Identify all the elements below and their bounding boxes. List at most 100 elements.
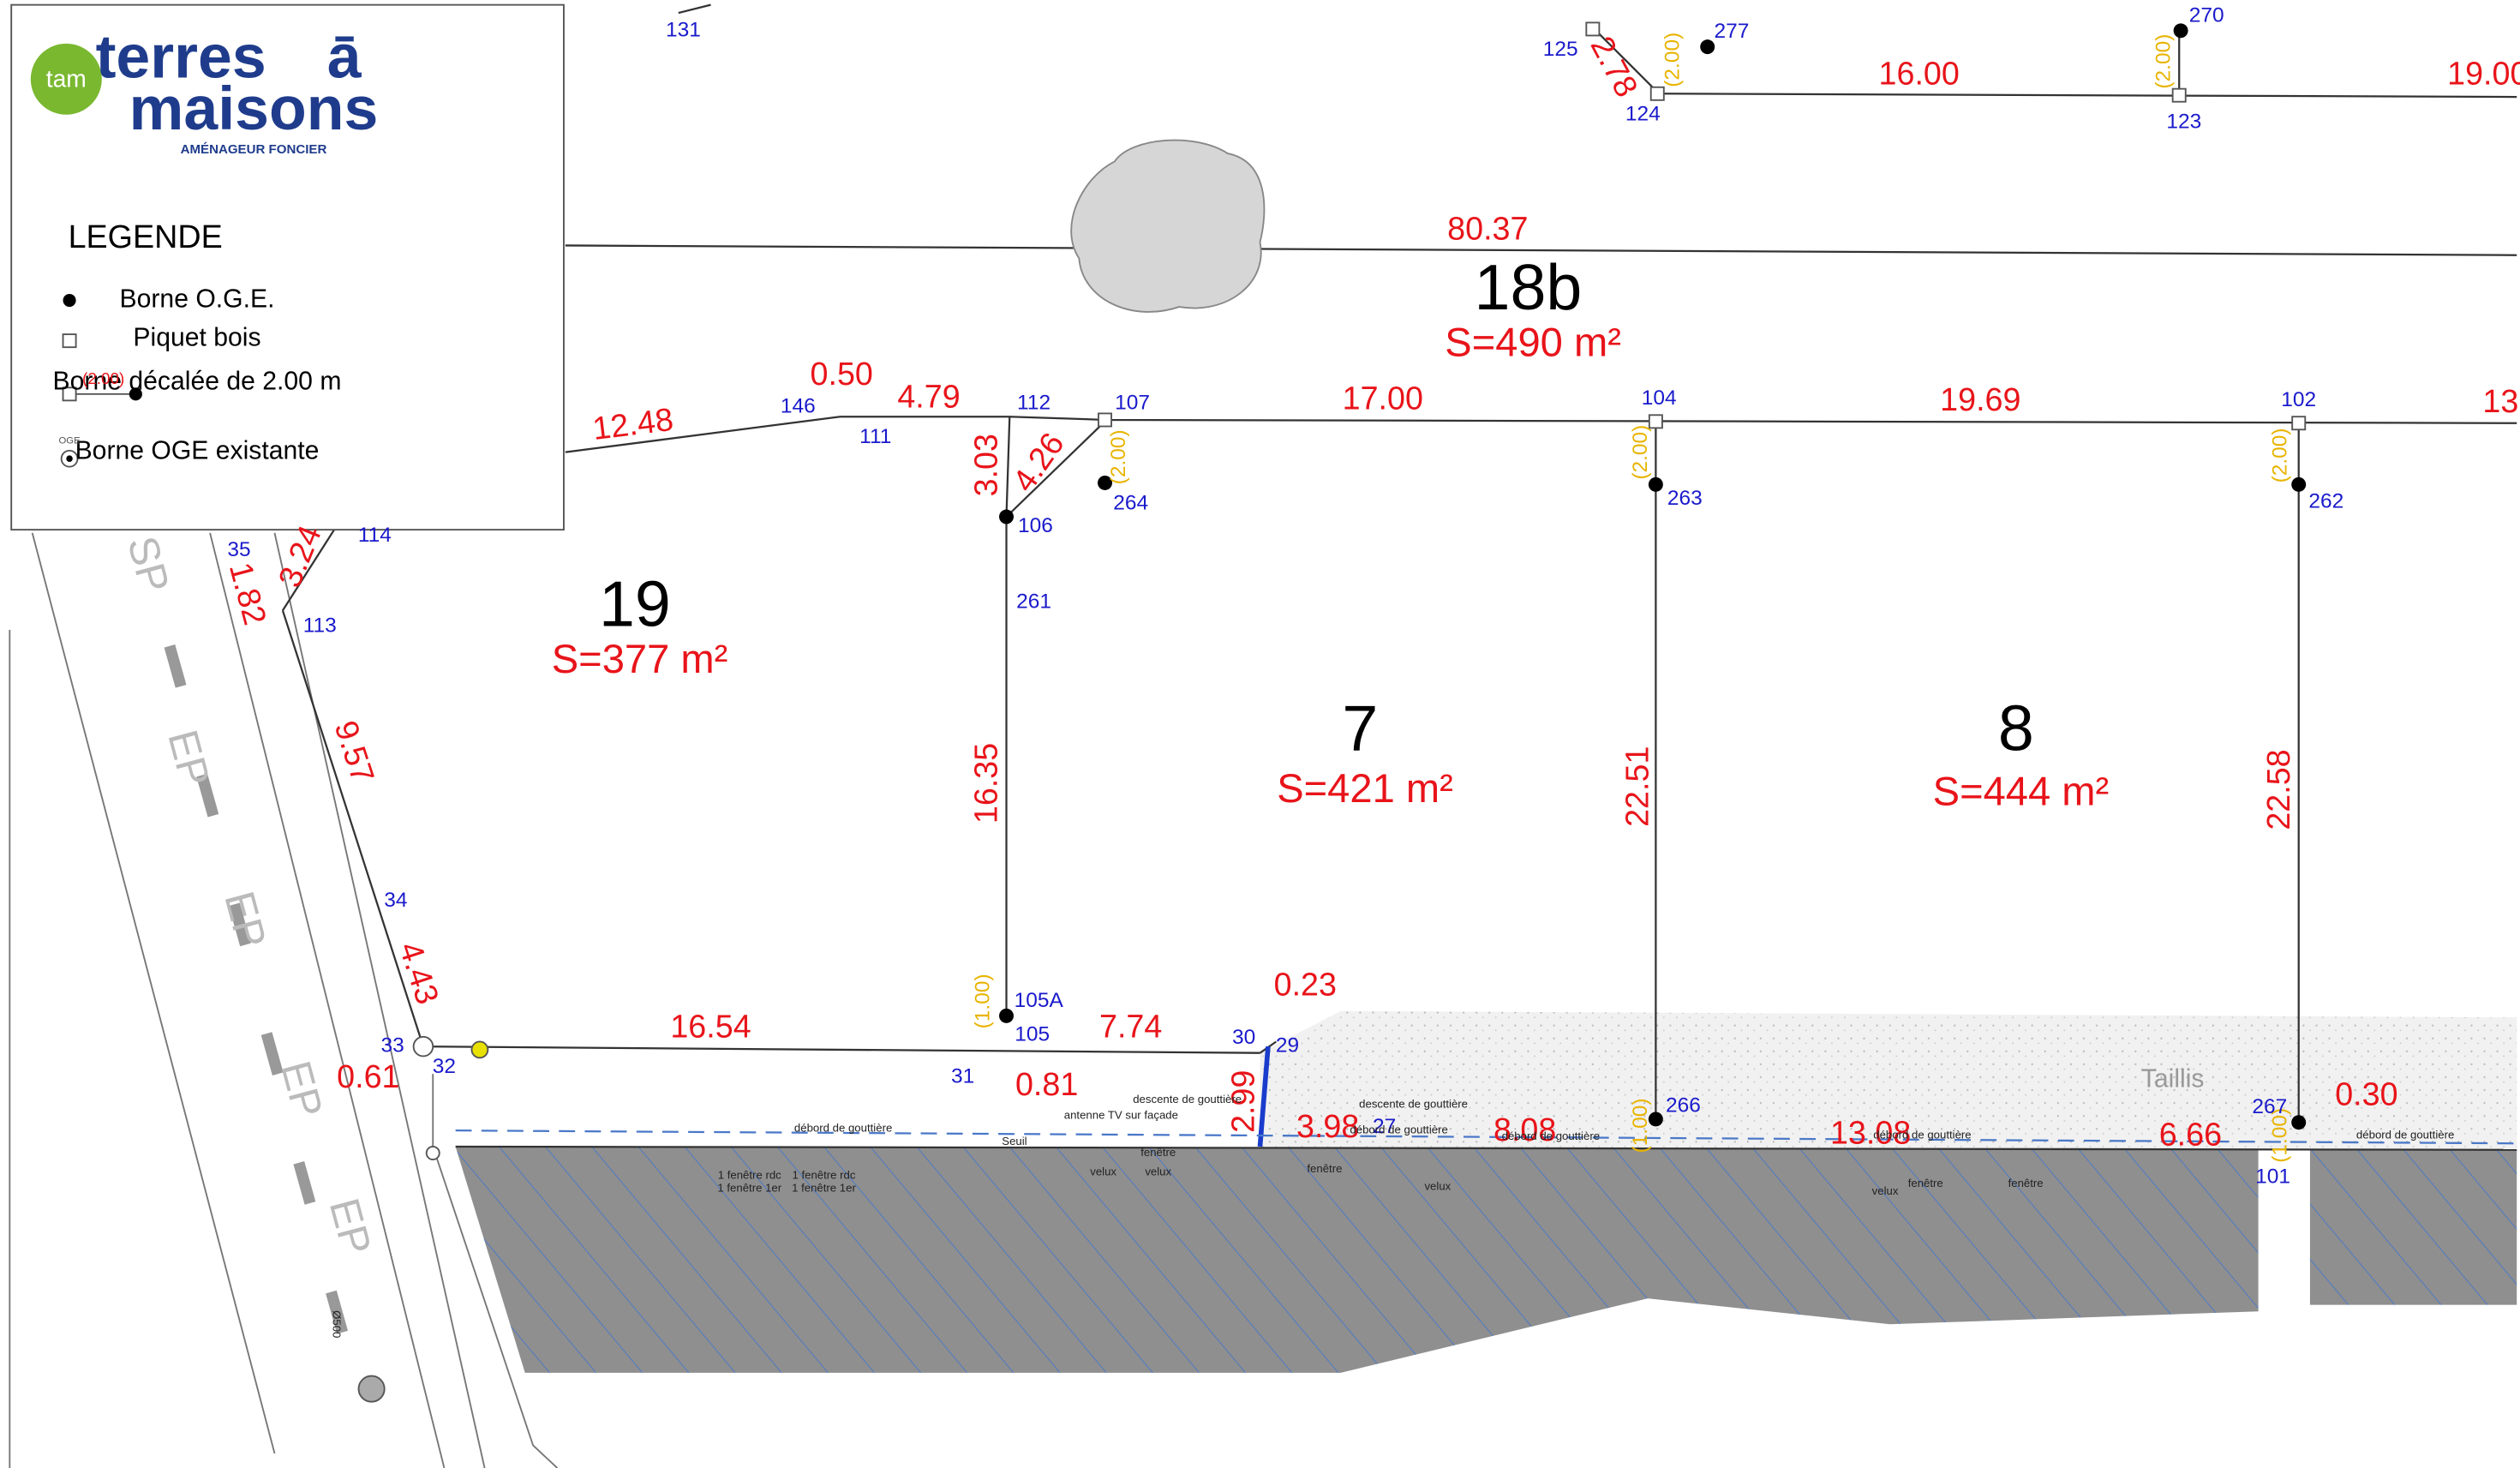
- lot-area: S=490 m²: [1445, 320, 1621, 365]
- survey-plan: tamterresāmaisonsAMÉNAGEUR FONCIERLEGEND…: [0, 0, 2520, 1468]
- annotation: 1 fenêtre 1er: [792, 1181, 856, 1194]
- point-number: 112: [1017, 392, 1050, 415]
- point-number: 123: [2166, 111, 2201, 134]
- annotation: fenêtre: [2008, 1177, 2044, 1189]
- legend-offset: (2.00): [82, 369, 124, 387]
- point-number: 34: [384, 889, 407, 912]
- legend-item: Borne O.G.E.: [120, 285, 275, 313]
- point-number: 104: [1642, 386, 1677, 410]
- legend-item: Borne OGE existante: [75, 437, 320, 465]
- point-number: 277: [1715, 20, 1750, 43]
- annotation: débord de gouttière: [1502, 1129, 1600, 1142]
- point-number: 106: [1018, 514, 1053, 537]
- dimension: 16.35: [968, 743, 1004, 824]
- dimension: 22.58: [2260, 749, 2296, 830]
- lot-number: 18b: [1475, 251, 1583, 323]
- point-number: 105: [1015, 1022, 1050, 1046]
- lot-number: 8: [1998, 692, 2034, 764]
- offset-label: (1.00): [972, 974, 995, 1028]
- point-number: 125: [1543, 38, 1578, 61]
- annotation: velux: [1090, 1165, 1116, 1178]
- logo-tagline: AMÉNAGEUR FONCIER: [181, 142, 327, 157]
- offset-label: (2.00): [1107, 429, 1130, 484]
- dimension: 19.69: [1940, 381, 2020, 417]
- annotation: velux: [1424, 1180, 1451, 1193]
- offset-label: (1.00): [1629, 1098, 1652, 1153]
- point-number: 111: [859, 425, 891, 448]
- point-number: 264: [1113, 491, 1148, 514]
- point-number: 33: [380, 1034, 404, 1058]
- legend-title: LEGENDE: [69, 219, 223, 255]
- annotation: fenêtre: [1307, 1162, 1342, 1175]
- annotation: velux: [1145, 1165, 1171, 1178]
- building: [2310, 1150, 2517, 1305]
- point-number: 30: [1232, 1026, 1255, 1049]
- page: {"logo":{"badge":"tam","brand_top":"terr…: [0, 0, 2520, 1468]
- point-number: 35: [227, 538, 250, 561]
- dimension: 19.00: [2447, 56, 2520, 92]
- dimension: 6.66: [2159, 1117, 2222, 1153]
- manhole: [359, 1376, 385, 1402]
- point-number: 29: [1276, 1034, 1299, 1058]
- dimension: 17.00: [1343, 380, 1423, 416]
- dimension: 0.23: [1274, 966, 1337, 1002]
- point-number: 270: [2189, 3, 2224, 27]
- annotation: débord de gouttière: [794, 1122, 892, 1135]
- point-number: 131: [666, 18, 701, 41]
- point-number: 146: [781, 394, 816, 417]
- annotation: débord de gouttière: [1873, 1128, 1971, 1141]
- annotation: débord de gouttière: [1350, 1123, 1447, 1136]
- annotation: antenne TV sur façade: [1064, 1109, 1178, 1122]
- point-number: 102: [2281, 388, 2316, 411]
- lot-number: 19: [599, 567, 671, 639]
- dimension: 4.79: [897, 378, 960, 414]
- existing-marker: [471, 1041, 488, 1058]
- point-number: 114: [358, 524, 392, 547]
- dimension: 80.37: [1447, 210, 1528, 246]
- dimension: 3.03: [968, 434, 1004, 496]
- lot-area: S=377 m²: [552, 636, 728, 681]
- point-number: 107: [1115, 392, 1150, 415]
- annotation: 1 fenêtre rdc: [718, 1168, 781, 1181]
- offset-label: (2.00): [2152, 34, 2176, 89]
- annotation: 1 fenêtre rdc: [792, 1168, 855, 1181]
- lot-number: 7: [1342, 692, 1378, 764]
- dimension: 16.54: [670, 1008, 751, 1044]
- annotation: Seuil: [1002, 1135, 1027, 1147]
- annotation: débord de gouttière: [2356, 1128, 2454, 1141]
- offset-label: (2.00): [2268, 428, 2291, 482]
- legend-item: Piquet bois: [133, 324, 260, 352]
- point-number: 32: [433, 1055, 456, 1078]
- point-number: 105A: [1015, 989, 1064, 1012]
- point-number: 124: [1625, 102, 1661, 125]
- dimension: 7.74: [1099, 1008, 1162, 1044]
- offset-label: (2.00): [1661, 33, 1685, 87]
- point-number: 113: [303, 614, 337, 638]
- annotation: 1 fenêtre 1er: [717, 1181, 781, 1194]
- point-number: 266: [1666, 1094, 1701, 1117]
- dimension: 0.30: [2335, 1076, 2397, 1112]
- dimension: 13: [2482, 383, 2518, 419]
- point-number: 261: [1016, 590, 1051, 613]
- point-number: 31: [951, 1064, 974, 1088]
- annotation: Taillis: [2141, 1065, 2205, 1094]
- annotation: fenêtre: [1140, 1146, 1176, 1159]
- dimension: 0.61: [337, 1058, 399, 1094]
- annotation: descente de gouttière: [1359, 1097, 1468, 1110]
- dimension: 0.50: [811, 356, 873, 392]
- offset-label: (2.00): [1629, 425, 1652, 480]
- point-number: 267: [2252, 1095, 2287, 1118]
- annotation: descente de gouttière: [1133, 1093, 1242, 1105]
- dimension: 16.00: [1879, 56, 1960, 92]
- annotation: fenêtre: [1908, 1177, 1943, 1189]
- logo-badge: tam: [46, 65, 87, 93]
- lot-area: S=421 m²: [1277, 765, 1453, 811]
- point-number: 101: [2255, 1165, 2290, 1188]
- lot-area: S=444 m²: [1933, 769, 2110, 814]
- annotation: velux: [1872, 1184, 1899, 1197]
- dimension: 0.81: [1015, 1066, 1078, 1102]
- dimension: 22.51: [1619, 746, 1655, 827]
- annotation: Ø500: [331, 1310, 344, 1338]
- logo-brand: maisons: [129, 75, 379, 143]
- point-number: 263: [1667, 487, 1703, 510]
